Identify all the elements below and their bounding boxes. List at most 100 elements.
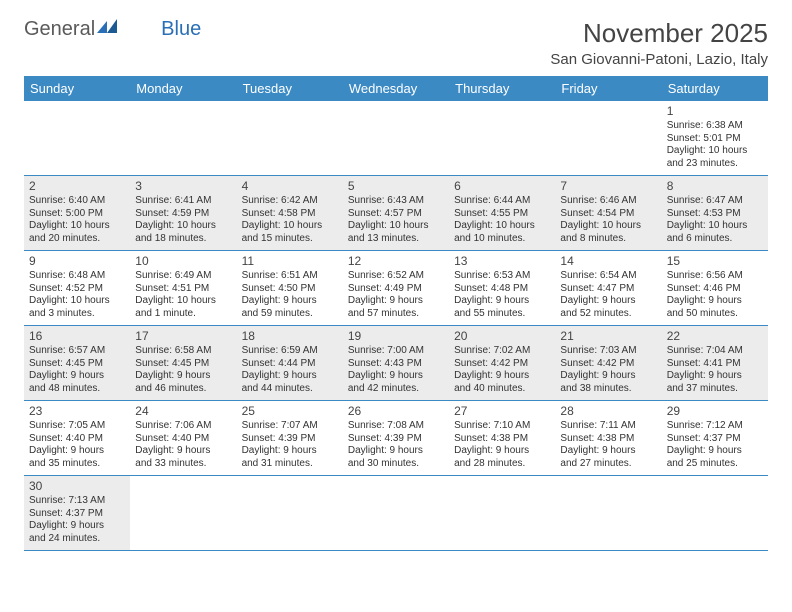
flag-icon (97, 18, 119, 41)
empty-cell (130, 101, 236, 175)
day-number: 11 (242, 254, 338, 269)
daylight2-text: and 28 minutes. (454, 458, 550, 471)
day-number: 8 (667, 179, 763, 194)
day-number: 22 (667, 329, 763, 344)
sunset-text: Sunset: 4:57 PM (348, 208, 444, 221)
sunrise-text: Sunrise: 7:02 AM (454, 345, 550, 358)
day-cell: 5Sunrise: 6:43 AMSunset: 4:57 PMDaylight… (343, 176, 449, 250)
sunset-text: Sunset: 4:42 PM (454, 358, 550, 371)
day-cell: 19Sunrise: 7:00 AMSunset: 4:43 PMDayligh… (343, 326, 449, 400)
day-cell: 6Sunrise: 6:44 AMSunset: 4:55 PMDaylight… (449, 176, 555, 250)
daylight2-text: and 30 minutes. (348, 458, 444, 471)
day-number: 18 (242, 329, 338, 344)
sunset-text: Sunset: 4:41 PM (667, 358, 763, 371)
sunrise-text: Sunrise: 7:03 AM (560, 345, 656, 358)
day-cell: 10Sunrise: 6:49 AMSunset: 4:51 PMDayligh… (130, 251, 236, 325)
day-number: 25 (242, 404, 338, 419)
day-cell: 21Sunrise: 7:03 AMSunset: 4:42 PMDayligh… (555, 326, 661, 400)
sunset-text: Sunset: 4:52 PM (29, 283, 125, 296)
day-number: 14 (560, 254, 656, 269)
sunrise-text: Sunrise: 6:52 AM (348, 270, 444, 283)
sunset-text: Sunset: 4:46 PM (667, 283, 763, 296)
sunrise-text: Sunrise: 6:38 AM (667, 120, 763, 133)
day-number: 16 (29, 329, 125, 344)
daylight1-text: Daylight: 10 hours (560, 220, 656, 233)
daylight1-text: Daylight: 9 hours (242, 445, 338, 458)
daylight2-text: and 24 minutes. (29, 533, 125, 546)
empty-cell (449, 101, 555, 175)
daylight1-text: Daylight: 9 hours (348, 445, 444, 458)
sunrise-text: Sunrise: 6:54 AM (560, 270, 656, 283)
daylight1-text: Daylight: 10 hours (667, 145, 763, 158)
sunset-text: Sunset: 4:37 PM (29, 508, 125, 521)
day-number: 28 (560, 404, 656, 419)
sunset-text: Sunset: 4:38 PM (454, 433, 550, 446)
day-number: 5 (348, 179, 444, 194)
sunrise-text: Sunrise: 7:04 AM (667, 345, 763, 358)
day-number: 20 (454, 329, 550, 344)
sunrise-text: Sunrise: 7:11 AM (560, 420, 656, 433)
day-number: 6 (454, 179, 550, 194)
sunrise-text: Sunrise: 6:57 AM (29, 345, 125, 358)
sunset-text: Sunset: 4:38 PM (560, 433, 656, 446)
sunset-text: Sunset: 5:00 PM (29, 208, 125, 221)
day-header: Sunday (24, 76, 130, 101)
daylight2-text: and 18 minutes. (135, 233, 231, 246)
daylight1-text: Daylight: 10 hours (667, 220, 763, 233)
sunset-text: Sunset: 4:51 PM (135, 283, 231, 296)
daylight1-text: Daylight: 9 hours (135, 445, 231, 458)
daylight2-text: and 37 minutes. (667, 383, 763, 396)
daylight2-text: and 8 minutes. (560, 233, 656, 246)
day-number: 29 (667, 404, 763, 419)
title-block: November 2025 San Giovanni-Patoni, Lazio… (550, 18, 768, 68)
daylight2-text: and 48 minutes. (29, 383, 125, 396)
sunrise-text: Sunrise: 7:00 AM (348, 345, 444, 358)
day-header: Monday (130, 76, 236, 101)
sunrise-text: Sunrise: 6:58 AM (135, 345, 231, 358)
daylight1-text: Daylight: 9 hours (242, 295, 338, 308)
day-cell: 12Sunrise: 6:52 AMSunset: 4:49 PMDayligh… (343, 251, 449, 325)
day-cell: 11Sunrise: 6:51 AMSunset: 4:50 PMDayligh… (237, 251, 343, 325)
week-row: 30Sunrise: 7:13 AMSunset: 4:37 PMDayligh… (24, 476, 768, 551)
brand-part2: Blue (161, 18, 201, 41)
day-cell: 24Sunrise: 7:06 AMSunset: 4:40 PMDayligh… (130, 401, 236, 475)
day-cell: 18Sunrise: 6:59 AMSunset: 4:44 PMDayligh… (237, 326, 343, 400)
day-number: 13 (454, 254, 550, 269)
daylight1-text: Daylight: 9 hours (454, 370, 550, 383)
daylight1-text: Daylight: 10 hours (29, 295, 125, 308)
empty-cell (449, 476, 555, 550)
empty-cell (130, 476, 236, 550)
daylight1-text: Daylight: 9 hours (454, 445, 550, 458)
day-header-row: SundayMondayTuesdayWednesdayThursdayFrid… (24, 76, 768, 101)
sunset-text: Sunset: 4:45 PM (135, 358, 231, 371)
day-header: Wednesday (343, 76, 449, 101)
day-number: 26 (348, 404, 444, 419)
sunrise-text: Sunrise: 6:43 AM (348, 195, 444, 208)
daylight2-text: and 55 minutes. (454, 308, 550, 321)
daylight1-text: Daylight: 9 hours (667, 295, 763, 308)
daylight1-text: Daylight: 9 hours (29, 370, 125, 383)
daylight1-text: Daylight: 9 hours (135, 370, 231, 383)
day-number: 12 (348, 254, 444, 269)
day-number: 24 (135, 404, 231, 419)
daylight1-text: Daylight: 9 hours (667, 370, 763, 383)
daylight2-text: and 25 minutes. (667, 458, 763, 471)
sunrise-text: Sunrise: 7:10 AM (454, 420, 550, 433)
day-header: Saturday (662, 76, 768, 101)
sunset-text: Sunset: 4:40 PM (135, 433, 231, 446)
sunset-text: Sunset: 4:58 PM (242, 208, 338, 221)
page-header: General Blue November 2025 San Giovanni-… (24, 18, 768, 68)
day-header: Tuesday (237, 76, 343, 101)
day-number: 19 (348, 329, 444, 344)
sunset-text: Sunset: 4:47 PM (560, 283, 656, 296)
daylight2-text: and 35 minutes. (29, 458, 125, 471)
weeks-container: 1Sunrise: 6:38 AMSunset: 5:01 PMDaylight… (24, 101, 768, 551)
sunrise-text: Sunrise: 6:41 AM (135, 195, 231, 208)
day-number: 9 (29, 254, 125, 269)
day-header: Friday (555, 76, 661, 101)
day-number: 10 (135, 254, 231, 269)
day-header: Thursday (449, 76, 555, 101)
empty-cell (662, 476, 768, 550)
sunrise-text: Sunrise: 6:46 AM (560, 195, 656, 208)
day-cell: 2Sunrise: 6:40 AMSunset: 5:00 PMDaylight… (24, 176, 130, 250)
